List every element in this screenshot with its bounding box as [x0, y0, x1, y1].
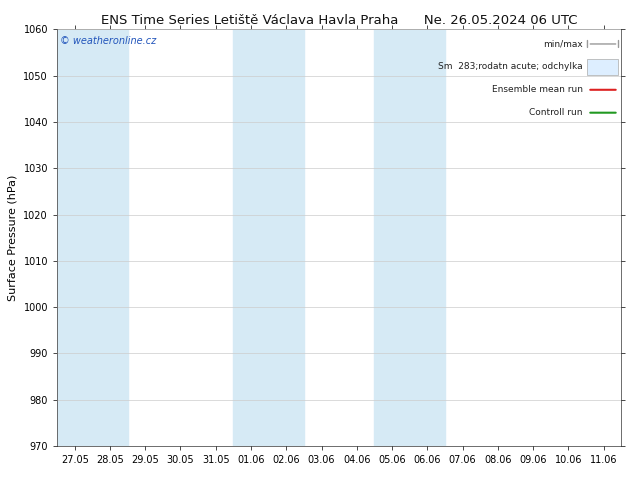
Y-axis label: Surface Pressure (hPa): Surface Pressure (hPa) [8, 174, 18, 301]
Bar [57, 29, 127, 446]
Text: min/max: min/max [543, 40, 583, 49]
Title: ENS Time Series Letiště Václava Havla Praha      Ne. 26.05.2024 06 UTC: ENS Time Series Letiště Václava Havla Pr… [101, 14, 578, 27]
Text: Controll run: Controll run [529, 108, 583, 117]
Text: © weatheronline.cz: © weatheronline.cz [60, 36, 156, 46]
Bar [233, 29, 304, 446]
Text: Ensemble mean run: Ensemble mean run [492, 85, 583, 94]
Text: Sm  283;rodatn acute; odchylka: Sm 283;rodatn acute; odchylka [438, 62, 583, 72]
Bar [588, 59, 619, 75]
Bar [375, 29, 445, 446]
